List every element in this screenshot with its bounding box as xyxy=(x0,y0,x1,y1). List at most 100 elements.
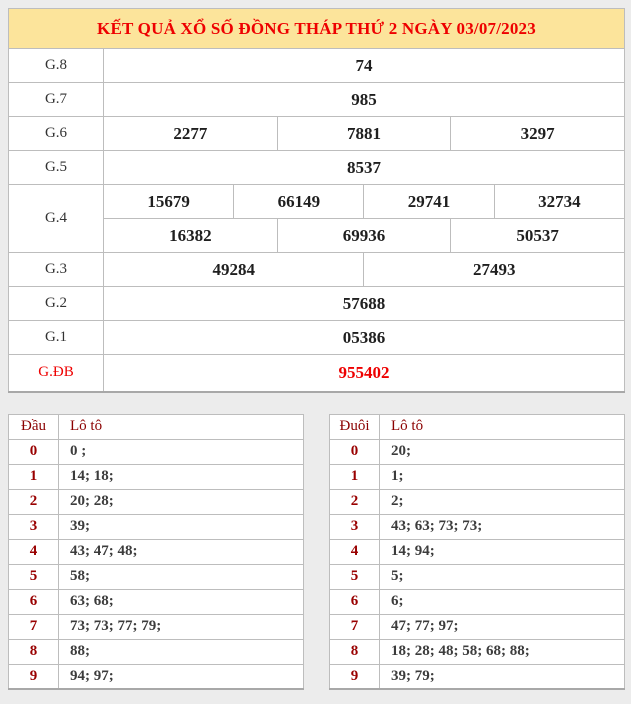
prize-label-g7: G.7 xyxy=(8,82,104,117)
prize-row-g7: G.7 985 xyxy=(8,82,625,117)
duoi-loto: 47; 77; 97; xyxy=(379,613,625,640)
dau-row-5: 5 58; xyxy=(8,563,304,590)
prize-label-gdb: G.ĐB xyxy=(8,354,104,392)
dau-loto: 0 ; xyxy=(58,438,304,465)
duoi-digit: 6 xyxy=(329,588,380,615)
dau-header-digit: Đầu xyxy=(8,413,59,440)
duoi-loto: 18; 28; 48; 58; 68; 88; xyxy=(379,638,625,665)
dau-row-3: 3 39; xyxy=(8,513,304,540)
dau-digit: 7 xyxy=(8,613,59,640)
prize-row-g5: G.5 8537 xyxy=(8,150,625,185)
prize-label-g2: G.2 xyxy=(8,286,104,321)
duoi-row-1: 1 1; xyxy=(329,463,625,490)
duoi-header-loto: Lô tô xyxy=(379,413,625,440)
prize-value-g4-3: 29741 xyxy=(363,184,495,219)
duoi-row-8: 8 18; 28; 48; 58; 68; 88; xyxy=(329,638,625,665)
dau-loto: 20; 28; xyxy=(58,488,304,515)
duoi-digit: 7 xyxy=(329,613,380,640)
duoi-digit: 4 xyxy=(329,538,380,565)
dau-loto: 14; 18; xyxy=(58,463,304,490)
dau-loto: 39; xyxy=(58,513,304,540)
dau-digit: 9 xyxy=(8,663,59,690)
duoi-loto: 5; xyxy=(379,563,625,590)
results-title-row: KẾT QUẢ XỔ SỐ ĐỒNG THÁP THỨ 2 NGÀY 03/07… xyxy=(8,8,625,49)
results-table: KẾT QUẢ XỔ SỐ ĐỒNG THÁP THỨ 2 NGÀY 03/07… xyxy=(8,8,626,393)
prize-value-g4-4: 32734 xyxy=(493,184,626,219)
duoi-digit: 3 xyxy=(329,513,380,540)
prize-value-g5: 8537 xyxy=(103,150,625,185)
dau-header-row: Đầu Lô tô xyxy=(8,413,304,440)
prize-label-g4: G.4 xyxy=(8,184,104,253)
duoi-row-9: 9 39; 79; xyxy=(329,663,625,690)
duoi-loto: 1; xyxy=(379,463,625,490)
duoi-row-0: 0 20; xyxy=(329,438,625,465)
duoi-row-4: 4 14; 94; xyxy=(329,538,625,565)
prize-row-gdb: G.ĐB 955402 xyxy=(8,354,625,392)
prize-row-g1: G.1 05386 xyxy=(8,320,625,355)
duoi-digit: 0 xyxy=(329,438,380,465)
dau-row-2: 2 20; 28; xyxy=(8,488,304,515)
dau-loto: 58; xyxy=(58,563,304,590)
duoi-row-3: 3 43; 63; 73; 73; xyxy=(329,513,625,540)
prize-label-g1: G.1 xyxy=(8,320,104,355)
duoi-digit: 2 xyxy=(329,488,380,515)
dau-loto: 43; 47; 48; xyxy=(58,538,304,565)
prize-value-g6-3: 3297 xyxy=(450,116,625,151)
duoi-digit: 1 xyxy=(329,463,380,490)
duoi-header-row: Đuôi Lô tô xyxy=(329,413,625,440)
prize-row-g4-line2: 16382 69936 50537 xyxy=(9,218,625,253)
prize-value-g8: 74 xyxy=(103,48,625,83)
dau-header-loto: Lô tô xyxy=(58,413,304,440)
prize-value-g6-1: 2277 xyxy=(103,116,278,151)
dau-digit: 5 xyxy=(8,563,59,590)
page-title: KẾT QUẢ XỔ SỐ ĐỒNG THÁP THỨ 2 NGÀY 03/07… xyxy=(8,8,625,49)
duoi-row-7: 7 47; 77; 97; xyxy=(329,613,625,640)
duoi-table: Đuôi Lô tô 0 20; 1 1; 2 2; 3 43; 63; 73; 73;… xyxy=(329,413,625,690)
prize-row-g8: G.8 74 xyxy=(8,48,625,83)
dau-loto: 94; 97; xyxy=(58,663,304,690)
dau-row-8: 8 88; xyxy=(8,638,304,665)
duoi-header-digit: Đuôi xyxy=(329,413,380,440)
prize-label-g3: G.3 xyxy=(8,252,104,287)
dau-digit: 4 xyxy=(8,538,59,565)
duoi-loto: 6; xyxy=(379,588,625,615)
prize-value-g7: 985 xyxy=(103,82,625,117)
prize-label-g5: G.5 xyxy=(8,150,104,185)
dau-row-7: 7 73; 73; 77; 79; xyxy=(8,613,304,640)
duoi-loto: 39; 79; xyxy=(379,663,625,690)
prize-label-g8: G.8 xyxy=(8,48,104,83)
duoi-row-5: 5 5; xyxy=(329,563,625,590)
prize-label-g6: G.6 xyxy=(8,116,104,151)
duoi-loto: 14; 94; xyxy=(379,538,625,565)
duoi-digit: 5 xyxy=(329,563,380,590)
prize-value-g4-7: 50537 xyxy=(450,218,625,253)
prize-row-g4-line1: G.4 15679 66149 29741 32734 xyxy=(8,184,626,253)
duoi-digit: 9 xyxy=(329,663,380,690)
prize-value-g4-2: 66149 xyxy=(233,184,365,219)
dau-row-6: 6 63; 68; xyxy=(8,588,304,615)
prize-row-g3: G.3 49284 27493 xyxy=(8,252,625,287)
prize-value-g4-5: 16382 xyxy=(103,218,278,253)
prize-value-g3-1: 49284 xyxy=(102,252,365,287)
dau-digit: 3 xyxy=(8,513,59,540)
dau-row-4: 4 43; 47; 48; xyxy=(8,538,304,565)
prize-value-g1: 05386 xyxy=(103,320,625,355)
dau-digit: 8 xyxy=(8,638,59,665)
prize-value-g6-2: 7881 xyxy=(276,116,452,151)
dau-digit: 2 xyxy=(8,488,59,515)
prize-value-g2: 57688 xyxy=(103,286,625,321)
dau-digit: 6 xyxy=(8,588,59,615)
duoi-loto: 20; xyxy=(379,438,625,465)
prize-value-g4-6: 69936 xyxy=(276,218,452,253)
duoi-row-2: 2 2; xyxy=(329,488,625,515)
dau-digit: 1 xyxy=(8,463,59,490)
dau-loto: 63; 68; xyxy=(58,588,304,615)
duoi-loto: 2; xyxy=(379,488,625,515)
dau-row-9: 9 94; 97; xyxy=(8,663,304,690)
duoi-loto: 43; 63; 73; 73; xyxy=(379,513,625,540)
prize-row-g2: G.2 57688 xyxy=(8,286,625,321)
